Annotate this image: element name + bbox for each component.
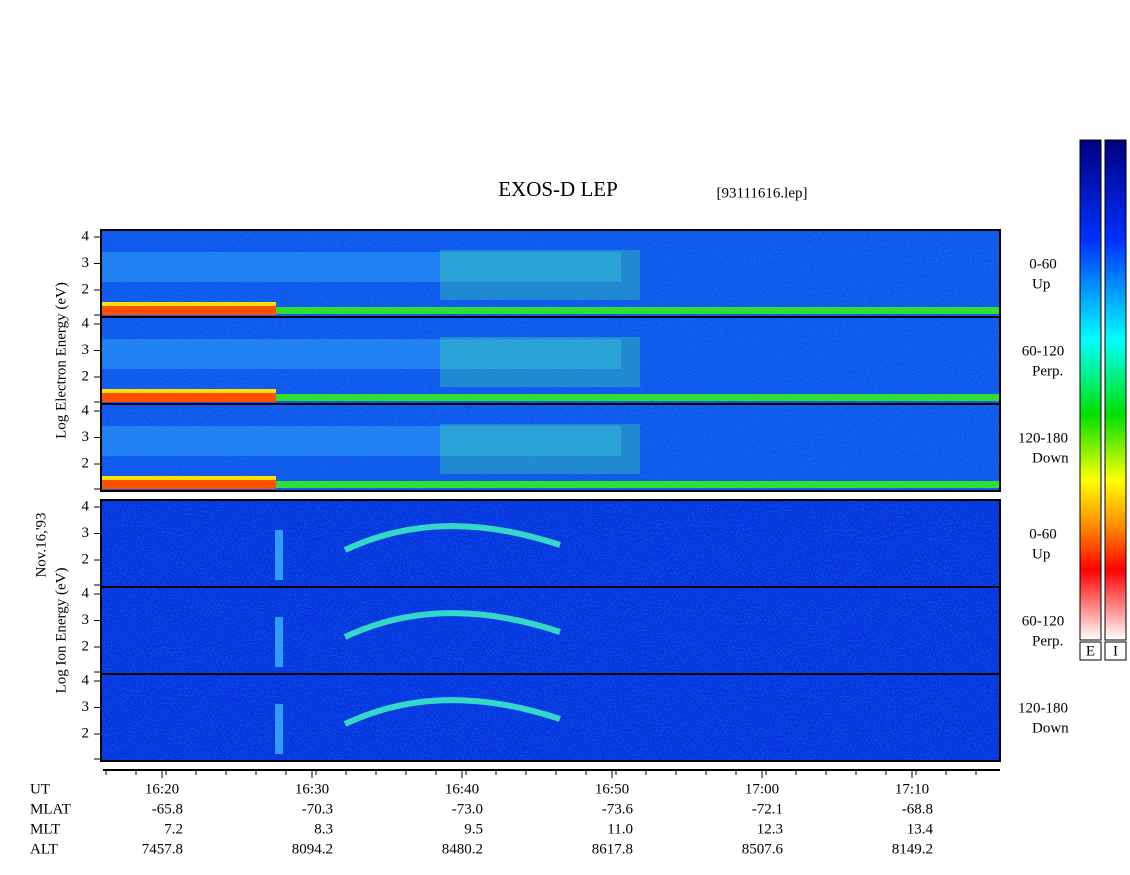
row-label: ALT <box>30 841 58 857</box>
angle-label: 120-180 <box>1018 700 1068 716</box>
y-axis-label: Log Ion Energy (eV) <box>53 568 69 694</box>
spectrogram-arc <box>343 610 561 640</box>
y-tick-label: 4 <box>82 585 90 601</box>
y-tick-label: 4 <box>82 228 90 244</box>
spectrogram-band <box>275 617 283 667</box>
row-value: 11.0 <box>607 821 633 837</box>
y-tick-label: 2 <box>82 368 90 384</box>
direction-label: Perp. <box>1032 363 1063 379</box>
row-label: MLT <box>30 821 60 837</box>
row-value: -73.6 <box>602 801 634 817</box>
colorbar-label-box <box>1104 641 1127 661</box>
row-label: UT <box>30 781 50 797</box>
y-tick-label: 3 <box>82 612 90 628</box>
spectrogram-band <box>440 250 640 300</box>
row-value: 7457.8 <box>142 841 183 857</box>
angle-label: 60-120 <box>1022 613 1065 629</box>
y-tick-label: 3 <box>82 429 90 445</box>
spectrogram-band <box>276 481 1000 488</box>
spectrogram-band <box>101 389 276 393</box>
row-value: 17:00 <box>745 781 779 797</box>
panel-frame <box>100 673 1001 762</box>
y-axis-label: Log Electron Energy (eV) <box>53 282 69 439</box>
spectrogram-band <box>276 307 1000 314</box>
row-value: 17:10 <box>895 781 929 797</box>
row-value: 16:30 <box>295 781 329 797</box>
panel-frame <box>100 403 1001 492</box>
spectrogram-band <box>101 392 276 402</box>
spectrogram-band <box>101 426 621 456</box>
row-value: 9.5 <box>464 821 483 837</box>
row-value: 8617.8 <box>592 841 633 857</box>
y-tick-label: 3 <box>82 525 90 541</box>
spectrogram-band <box>440 337 640 387</box>
row-value: 13.4 <box>907 821 934 837</box>
y-tick-label: 4 <box>82 498 90 514</box>
colorbar <box>1079 139 1102 641</box>
y-tick-label: 4 <box>82 672 90 688</box>
y-tick-label: 3 <box>82 699 90 715</box>
y-tick-label: 2 <box>82 281 90 297</box>
row-value: 8507.6 <box>742 841 784 857</box>
row-value: 16:40 <box>445 781 479 797</box>
y-tick-label: 3 <box>82 255 90 271</box>
colorbar-label: E <box>1086 643 1095 659</box>
row-value: 16:20 <box>145 781 179 797</box>
direction-label: Up <box>1032 546 1050 562</box>
row-label: MLAT <box>30 801 71 817</box>
spectrogram-band <box>101 476 276 480</box>
y-tick-label: 4 <box>82 315 90 331</box>
row-value: 7.2 <box>164 821 183 837</box>
y-tick-label: 2 <box>82 455 90 471</box>
title: EXOS-D LEP <box>498 177 618 201</box>
spectrogram-band <box>101 302 276 306</box>
colorbar-label: I <box>1113 643 1118 659</box>
angle-label: 60-120 <box>1022 343 1065 359</box>
row-value: 8480.2 <box>442 841 483 857</box>
colorbar-label-box <box>1079 641 1102 661</box>
direction-label: Up <box>1032 276 1050 292</box>
date-label: Nov.16,'93 <box>33 512 49 577</box>
row-value: 12.3 <box>757 821 783 837</box>
spectrogram-band <box>101 305 276 315</box>
direction-label: Perp. <box>1032 633 1063 649</box>
spectrogram-band <box>101 479 276 489</box>
y-tick-label: 4 <box>82 402 90 418</box>
direction-label: Down <box>1032 720 1069 736</box>
spectrogram-band <box>275 704 283 754</box>
spectrogram-band <box>275 530 283 580</box>
spectrogram-arc <box>343 523 561 553</box>
row-value: 8.3 <box>314 821 333 837</box>
y-tick-label: 2 <box>82 551 90 567</box>
row-value: -73.0 <box>452 801 483 817</box>
y-tick-label: 2 <box>82 725 90 741</box>
angle-label: 0-60 <box>1029 256 1057 272</box>
spectrogram-band <box>276 394 1000 401</box>
colorbar <box>1104 139 1127 641</box>
row-value: -72.1 <box>752 801 783 817</box>
angle-label: 120-180 <box>1018 430 1068 446</box>
spectrogram-band <box>440 424 640 474</box>
y-tick-label: 2 <box>82 638 90 654</box>
spectrogram-band <box>101 252 621 282</box>
y-tick-label: 3 <box>82 342 90 358</box>
spectrogram-band <box>101 339 621 369</box>
row-value: -68.8 <box>902 801 933 817</box>
row-value: -65.8 <box>152 801 183 817</box>
spectrogram-arc <box>343 697 561 727</box>
row-value: 16:50 <box>595 781 629 797</box>
row-value: 8149.2 <box>892 841 933 857</box>
row-value: 8094.2 <box>292 841 333 857</box>
row-value: -70.3 <box>302 801 333 817</box>
file-name: [93111616.lep] <box>717 185 808 201</box>
direction-label: Down <box>1032 450 1069 466</box>
angle-label: 0-60 <box>1029 526 1057 542</box>
